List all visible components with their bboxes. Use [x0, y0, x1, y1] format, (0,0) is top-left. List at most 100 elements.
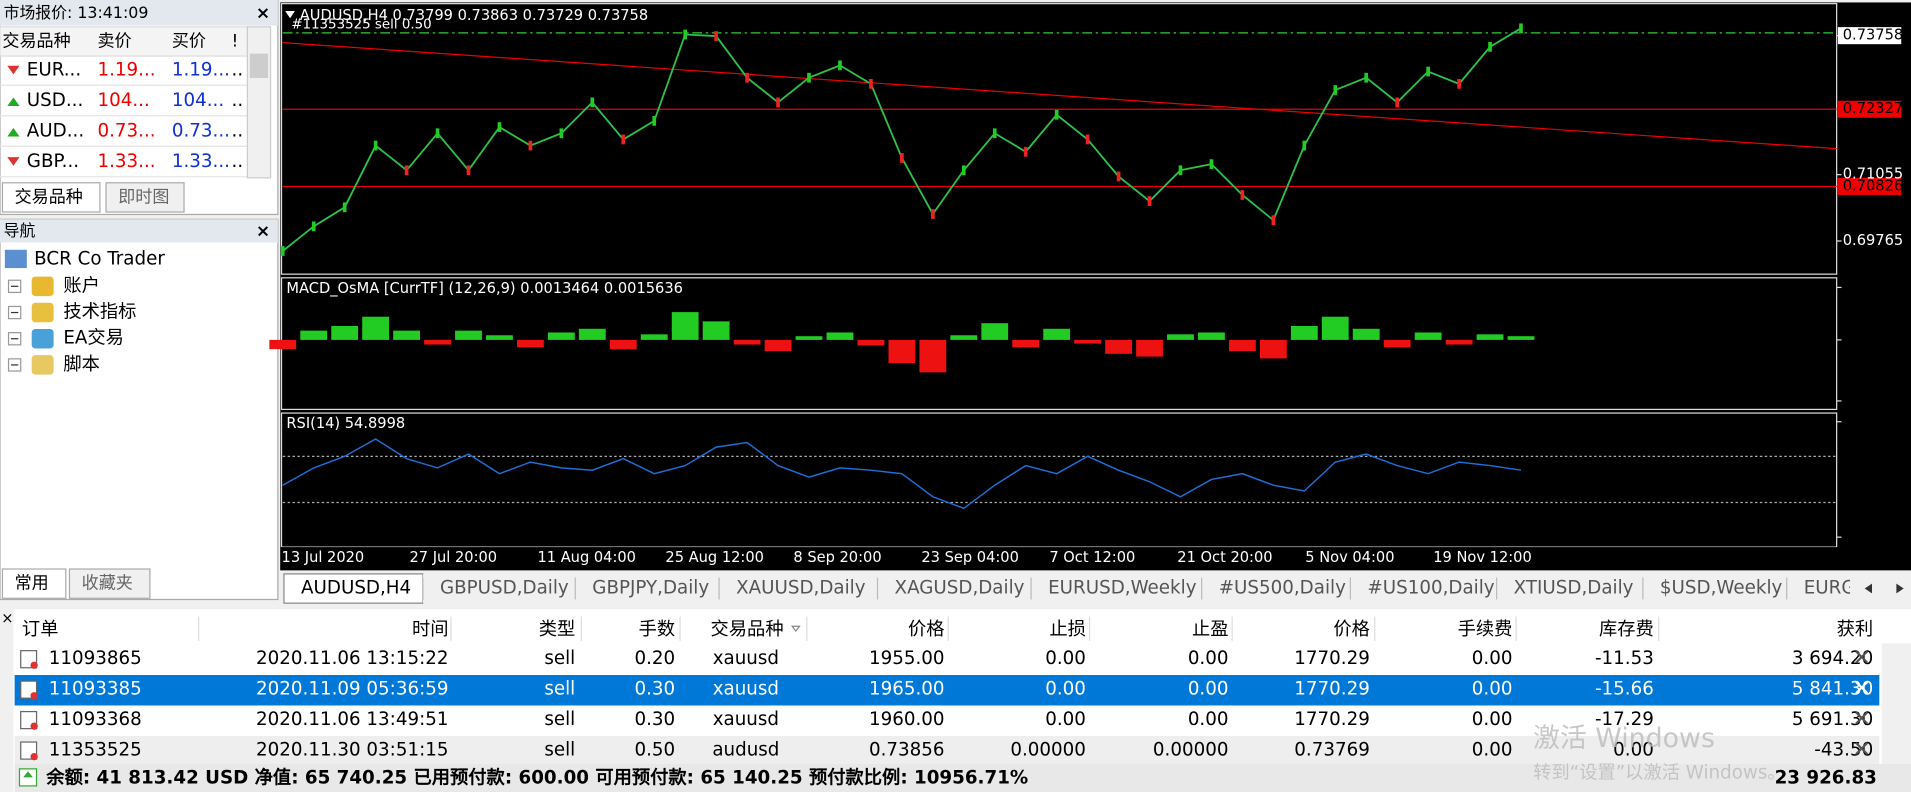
close-order[interactable]: ✕ [1853, 707, 1871, 732]
order-icon-dot [30, 661, 38, 669]
tab[interactable] [1, 182, 101, 213]
tab[interactable] [105, 182, 185, 213]
price-tag [1837, 27, 1902, 45]
candle [683, 29, 688, 40]
candle [1519, 23, 1523, 34]
header-row [14, 614, 1911, 644]
close-order[interactable]: ✕ [1853, 738, 1871, 763]
tab-label: 收藏夹 [82, 574, 133, 594]
quote-cell: USD... [27, 90, 83, 111]
panel-title: 市场报价: 13:41:09 [4, 3, 149, 22]
column-header: 止盈 [1192, 619, 1229, 640]
tab-label: 交易品种 [15, 187, 83, 207]
histogram-bar [547, 332, 575, 340]
scroll-thumb [249, 53, 269, 78]
histogram-bar [1383, 339, 1411, 348]
x-tick-label: 25 Aug 12:00 [665, 549, 764, 566]
histogram-bar [1414, 332, 1442, 340]
x-tick-label: 13 Jul 2020 [282, 549, 365, 566]
column-header: 手数 [639, 619, 676, 640]
candle [1302, 140, 1307, 151]
tab-label: XAGUSD,Daily [895, 578, 1025, 599]
candle [900, 153, 904, 163]
column-header: 时间 [412, 619, 449, 640]
scrollbar [1881, 643, 1911, 764]
tab-label: #US500,Daily [1219, 578, 1346, 599]
summary-arrow [23, 771, 33, 778]
order-cell: 1965.00 [869, 679, 945, 700]
chart-tab[interactable] [877, 573, 1032, 604]
order-cell: audusd [712, 740, 779, 761]
histogram-bar [1074, 339, 1102, 344]
y-tick-label: 30 [1843, 494, 1862, 511]
histogram-bar [1043, 328, 1071, 340]
tab[interactable] [68, 568, 151, 599]
histogram-bar [733, 339, 761, 345]
close-button[interactable]: × [256, 222, 270, 242]
histogram-bar [1321, 316, 1349, 340]
chart-tab[interactable] [575, 573, 720, 604]
scroll-right[interactable] [1896, 583, 1904, 594]
close-order[interactable]: ✕ [1853, 677, 1871, 702]
sort-icon [790, 625, 801, 633]
x-tick-label: 5 Nov 04:00 [1305, 549, 1394, 566]
scroll-left[interactable] [1864, 583, 1872, 594]
close-button[interactable]: × [256, 3, 270, 23]
candle [961, 165, 966, 176]
close-button[interactable]: × [1, 610, 13, 627]
order-cell: -11.53 [1595, 648, 1654, 669]
y-tick-label: 100 [1843, 413, 1871, 430]
candle [342, 202, 347, 213]
panel-border [280, 3, 1838, 275]
tab-label: XTIUSD,Daily [1514, 578, 1634, 599]
chart-tab[interactable] [1786, 573, 1860, 604]
y-tick-label: 0.005661 [1843, 278, 1911, 295]
chart-tab[interactable] [283, 573, 424, 604]
order-row[interactable] [14, 735, 1880, 767]
x-tick-label: 21 Oct 20:00 [1177, 549, 1272, 566]
order-row[interactable] [14, 644, 1880, 676]
x-tick-label: 19 Nov 12:00 [1433, 549, 1532, 566]
order-cell: -43.50 [1814, 740, 1873, 761]
order-cell: 2020.11.06 13:49:51 [256, 709, 448, 730]
candle [1085, 134, 1090, 145]
x-axis-strip [280, 547, 1911, 571]
title-bar [0, 0, 278, 26]
y-tick-label: 0.69765 [1843, 232, 1903, 249]
histogram-bar [826, 332, 854, 340]
histogram-bar [393, 330, 420, 340]
quote-cell: AUD... [27, 121, 84, 142]
column-header: 价格 [908, 619, 945, 640]
candle [1364, 72, 1369, 83]
column-header: 交易品种 [711, 619, 784, 640]
chart-tab[interactable] [1031, 573, 1202, 604]
column-header: 获利 [1837, 619, 1874, 640]
candle [1147, 196, 1152, 207]
tree-item: 账户 [63, 275, 100, 296]
chart-tab[interactable] [719, 573, 878, 604]
candle [1333, 85, 1338, 95]
arrow-icon [7, 157, 20, 166]
chart-tab[interactable] [1642, 573, 1787, 604]
trend-line [282, 42, 1837, 150]
quote-cell: .. [232, 121, 244, 142]
tab-label: $USD,Weekly [1660, 578, 1783, 599]
order-cell: 5 691.30 [1792, 709, 1873, 730]
arrow-icon [7, 127, 20, 137]
order-row[interactable] [14, 705, 1880, 736]
histogram-bar [671, 312, 699, 340]
chart-tab[interactable] [1350, 573, 1497, 604]
order-cell: -15.66 [1595, 679, 1654, 700]
order-row[interactable] [14, 675, 1880, 706]
chart-tab[interactable] [1201, 573, 1351, 604]
column-header: 止损 [1049, 619, 1086, 640]
chart-tab[interactable] [422, 573, 576, 604]
tab[interactable] [1, 568, 67, 599]
order-cell: 1955.00 [869, 648, 945, 669]
order-cell: 2020.11.30 03:51:15 [256, 740, 448, 761]
chart-tab[interactable] [1496, 573, 1643, 604]
order-label: #11353525 sell 0.50 [291, 17, 431, 32]
close-order[interactable]: ✕ [1853, 646, 1871, 671]
order-cell: sell [544, 740, 575, 761]
price-tag [1837, 177, 1902, 195]
